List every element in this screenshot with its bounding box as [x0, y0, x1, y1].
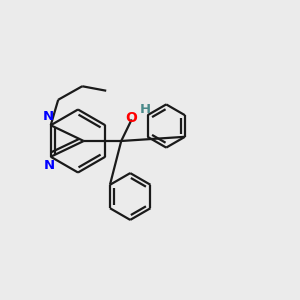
- Text: N: N: [43, 110, 54, 123]
- Text: O: O: [125, 111, 137, 125]
- Text: N: N: [44, 159, 55, 172]
- Text: H: H: [140, 103, 151, 116]
